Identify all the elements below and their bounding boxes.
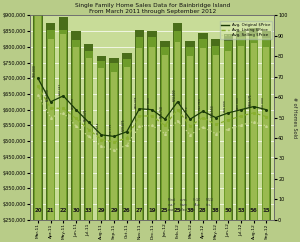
Text: 574,750: 574,750: [201, 104, 205, 117]
Text: 27: 27: [136, 208, 143, 213]
Text: 25: 25: [161, 208, 169, 213]
Bar: [73, 47, 79, 220]
Bar: [124, 67, 130, 220]
Text: 594,750: 594,750: [198, 98, 202, 110]
Bar: [35, 16, 41, 220]
Bar: [46, 23, 56, 220]
Text: 15: 15: [262, 208, 270, 213]
Text: 604,442: 604,442: [49, 95, 53, 107]
Bar: [86, 58, 92, 220]
Bar: [149, 47, 155, 220]
Bar: [224, 34, 233, 220]
Text: 504,814: 504,814: [100, 126, 104, 139]
Text: 624,800: 624,800: [173, 88, 177, 101]
Bar: [71, 31, 81, 220]
Text: 20: 20: [34, 208, 42, 213]
Bar: [58, 17, 68, 220]
Bar: [175, 42, 181, 220]
Text: 497,171: 497,171: [112, 129, 116, 141]
Text: 580,000: 580,000: [150, 102, 154, 115]
Bar: [135, 30, 144, 220]
Bar: [98, 68, 104, 220]
Bar: [33, 0, 43, 220]
Text: 538,800: 538,800: [229, 116, 233, 128]
Text: 574,553: 574,553: [211, 104, 215, 117]
Bar: [122, 53, 131, 220]
Text: 589,800: 589,800: [224, 99, 228, 112]
Text: 565,800: 565,800: [178, 107, 182, 120]
Bar: [263, 47, 269, 220]
Bar: [109, 58, 119, 220]
Text: 25: 25: [174, 208, 181, 213]
Text: 22: 22: [60, 208, 67, 213]
Text: 548,714: 548,714: [188, 113, 192, 125]
Bar: [47, 30, 55, 220]
Bar: [123, 59, 131, 220]
Text: 548,000: 548,000: [267, 112, 271, 125]
Text: 567,800: 567,800: [226, 106, 230, 119]
Bar: [110, 63, 118, 220]
Title: Single Family Home Sales Data for Bainbridge Island
From March 2011 through Sept: Single Family Home Sales Data for Bainbr…: [74, 3, 230, 14]
Text: 38: 38: [186, 208, 194, 213]
Bar: [162, 55, 168, 220]
Bar: [72, 40, 80, 220]
Y-axis label: # of Homes Sold: # of Homes Sold: [292, 97, 297, 138]
Bar: [224, 41, 232, 220]
Text: 509,875: 509,875: [125, 124, 129, 137]
Text: 537,171: 537,171: [87, 116, 91, 129]
Legend: Avg. Original $Price, Avg. Listing $Price, Avg. Selling $Price: Avg. Original $Price, Avg. Listing $Pric…: [220, 21, 272, 39]
Bar: [186, 47, 194, 220]
Text: 648,000: 648,000: [38, 81, 42, 94]
Text: 675,000: 675,000: [36, 72, 40, 85]
Bar: [262, 38, 270, 220]
Text: 571,86: 571,86: [74, 107, 78, 118]
Text: 578,000: 578,000: [264, 103, 268, 116]
Bar: [136, 48, 142, 220]
Text: 604,442: 604,442: [61, 95, 65, 107]
Bar: [60, 34, 66, 220]
Bar: [98, 61, 105, 220]
Text: 562,571: 562,571: [254, 108, 258, 121]
Text: 569,750: 569,750: [160, 105, 164, 118]
Text: 589,571: 589,571: [252, 99, 256, 112]
Text: 19: 19: [148, 208, 156, 213]
Bar: [174, 31, 182, 220]
Text: 553,553: 553,553: [214, 111, 218, 123]
Text: 580,375: 580,375: [137, 102, 142, 115]
Bar: [213, 55, 218, 220]
Text: 545,750: 545,750: [203, 113, 207, 126]
Bar: [212, 46, 220, 220]
Text: 551,000: 551,000: [241, 111, 245, 124]
Bar: [173, 23, 182, 220]
Text: 600,171: 600,171: [71, 96, 75, 109]
Bar: [147, 31, 157, 220]
Text: 524,750: 524,750: [165, 120, 169, 133]
Bar: [136, 37, 143, 220]
Bar: [211, 39, 220, 220]
Text: 600,000: 600,000: [148, 96, 152, 109]
Bar: [148, 37, 156, 220]
Text: 38: 38: [212, 208, 220, 213]
Text: 29: 29: [98, 208, 105, 213]
Text: 515,171: 515,171: [110, 123, 113, 136]
Bar: [185, 40, 195, 220]
Text: 515,171: 515,171: [89, 123, 93, 136]
Text: 600,000: 600,000: [236, 96, 240, 109]
Text: Windermere RE/BI (2007-2012)
Jana Paulhamus & Associates
www.JanaPaul.com: Windermere RE/BI (2007-2012) Jana Paulha…: [167, 198, 214, 212]
Bar: [111, 72, 117, 220]
Text: 625,000: 625,000: [46, 88, 50, 101]
Text: 520,714: 520,714: [190, 121, 195, 134]
Text: 471,171: 471,171: [114, 137, 118, 149]
Text: 547,375: 547,375: [140, 113, 144, 125]
Text: 524,553: 524,553: [216, 120, 220, 133]
Bar: [250, 34, 258, 220]
Bar: [200, 48, 206, 220]
Bar: [161, 47, 169, 220]
Bar: [251, 43, 256, 220]
Text: 580,000: 580,000: [239, 102, 243, 115]
Bar: [59, 30, 67, 220]
Text: 700,000: 700,000: [33, 64, 37, 77]
Bar: [97, 56, 106, 220]
Bar: [236, 31, 246, 220]
Text: 550,000: 550,000: [152, 112, 157, 124]
